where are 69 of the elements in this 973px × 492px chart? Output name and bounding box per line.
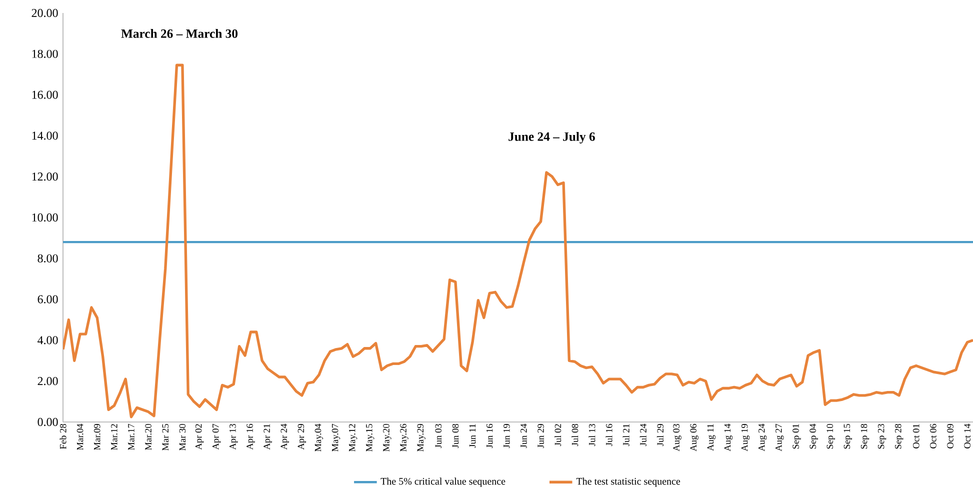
x-tick-label: Jun 16 xyxy=(486,424,493,448)
x-tick-label: Jul 16 xyxy=(606,424,612,446)
x-tick-label: Jun 24 xyxy=(520,424,527,448)
x-tick-label: Mar.20 xyxy=(145,424,152,450)
x-tick-label: May.29 xyxy=(417,424,426,452)
x-tick-label: May.26 xyxy=(400,424,408,452)
x-tick-label: Sep 01 xyxy=(792,424,801,449)
x-tick-label: Feb 28 xyxy=(60,424,66,449)
x-tick-label: Apr 07 xyxy=(212,424,221,450)
x-tick-label: Aug 11 xyxy=(707,424,716,451)
x-tick-label: May.15 xyxy=(366,424,374,452)
annotation: June 24 – July 6 xyxy=(508,132,595,144)
x-tick-label: Mar 30 xyxy=(179,424,186,451)
x-tick-label: Jul 02 xyxy=(554,424,562,446)
x-tick-label: Jun 03 xyxy=(435,424,442,448)
x-tick-label: Sep 04 xyxy=(810,424,818,449)
x-tick-label: Mar 25 xyxy=(162,424,169,451)
y-tick-label: 4.00 xyxy=(38,336,58,344)
y-tick-label: 10.00 xyxy=(32,213,58,222)
x-tick-label: Mar.09 xyxy=(94,424,100,450)
x-tick-label: Aug 03 xyxy=(673,424,682,452)
x-tick-label: May.12 xyxy=(348,424,358,452)
y-tick-label: 20.00 xyxy=(32,8,58,18)
x-tick-label: Jun 29 xyxy=(538,424,544,448)
x-tick-label: Oct 09 xyxy=(947,424,954,448)
x-tick-label: Apr 13 xyxy=(230,424,238,450)
y-tick-label: 12.00 xyxy=(32,172,58,181)
x-tick-label: Sep 28 xyxy=(894,424,904,449)
x-tick-label: Jul 21 xyxy=(622,424,630,446)
y-tick-label: 18.00 xyxy=(32,50,58,58)
x-tick-label: May.04 xyxy=(314,424,324,452)
x-tick-label: Sep 23 xyxy=(878,424,886,449)
x-tick-label: Jun 08 xyxy=(452,424,459,448)
x-tick-label: Sep 15 xyxy=(844,424,852,449)
x-tick-label: Apr 24 xyxy=(280,424,289,450)
x-tick-label: Mar.12 xyxy=(111,424,118,450)
legend-label: The test statistic sequence xyxy=(576,478,680,487)
x-tick-label: Aug 19 xyxy=(741,424,750,452)
x-tick-label: Oct 14 xyxy=(964,424,970,448)
x-tick-label: Jul 08 xyxy=(572,424,578,446)
x-tick-label: Mar.17 xyxy=(128,424,134,450)
y-tick-label: 14.00 xyxy=(32,132,58,140)
x-tick-label: Apr 16 xyxy=(246,424,255,450)
x-tick-label: Sep 10 xyxy=(826,424,835,449)
y-tick-label: 8.00 xyxy=(38,254,58,262)
x-tick-label: Aug 24 xyxy=(758,424,767,452)
x-tick-label: May.20 xyxy=(383,424,392,452)
x-tick-label: Jul 13 xyxy=(588,424,596,446)
x-tick-label: Jun 19 xyxy=(504,424,510,448)
x-tick-label: Jul 24 xyxy=(640,424,646,446)
x-tick-label: Aug 14 xyxy=(724,424,733,452)
x-tick-label: Aug 06 xyxy=(690,424,698,452)
x-tick-label: Apr 29 xyxy=(298,424,306,450)
y-tick-label: 2.00 xyxy=(38,377,58,386)
x-tick-label: Sep 18 xyxy=(860,424,870,449)
x-tick-label: Jun 11 xyxy=(469,424,476,448)
annotation: March 26 – March 30 xyxy=(121,29,238,38)
x-tick-label: Apr 21 xyxy=(264,424,272,450)
x-tick-label: Oct 06 xyxy=(930,424,936,448)
legend-label: The 5% critical value sequence xyxy=(380,478,506,487)
y-tick-label: 16.00 xyxy=(32,90,58,99)
x-tick-label: Jul 29 xyxy=(656,424,664,446)
x-tick-label: Oct 01 xyxy=(912,424,920,448)
x-tick-label: Mar.04 xyxy=(76,424,84,450)
x-tick-label: Apr 02 xyxy=(195,424,204,450)
x-tick-label: May.07 xyxy=(332,424,340,452)
y-tick-label: 6.00 xyxy=(38,295,58,304)
y-tick-label: 0.00 xyxy=(38,418,58,426)
x-tick-label: Aug 27 xyxy=(776,424,784,452)
